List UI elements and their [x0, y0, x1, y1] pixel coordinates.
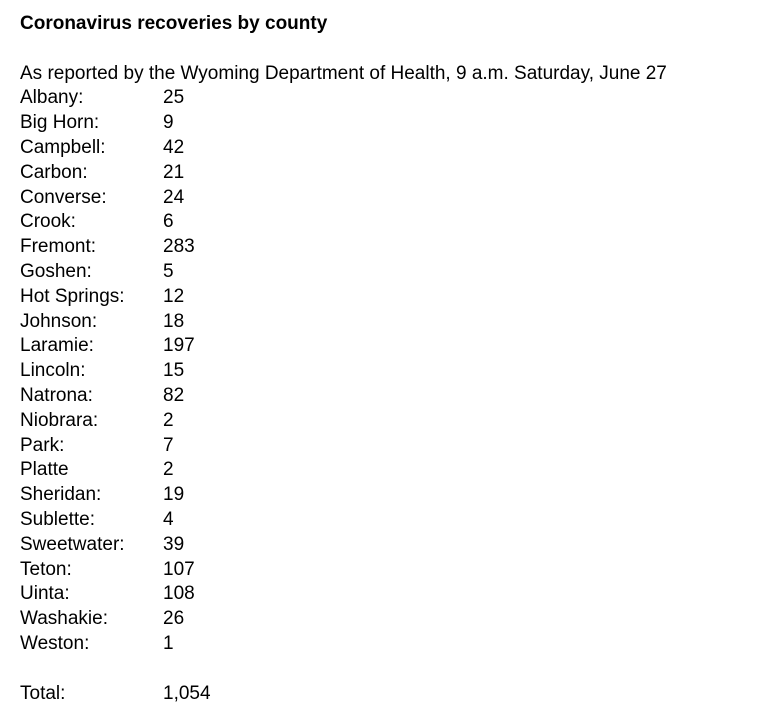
total-label: Total:: [20, 682, 66, 704]
county-name: Natrona:: [20, 384, 93, 406]
county-recoveries-count: 1: [163, 632, 174, 654]
county-recoveries-count: 21: [163, 161, 185, 183]
county-row: Campbell: 42: [20, 136, 768, 161]
county-name: Sweetwater:: [20, 533, 125, 555]
county-recoveries-count: 197: [163, 335, 195, 357]
county-name: Uinta:: [20, 583, 70, 605]
county-row: Big Horn: 9: [20, 111, 768, 136]
county-row: Niobrara: 2: [20, 409, 768, 434]
county-name: Fremont:: [20, 236, 97, 258]
county-row: Weston: 1: [20, 632, 768, 657]
county-name: Niobrara:: [20, 409, 99, 431]
county-row: Park: 7: [20, 434, 768, 459]
county-recoveries-count: 24: [163, 186, 185, 208]
county-recoveries-count: 26: [163, 608, 185, 630]
county-recoveries-count: 108: [163, 583, 195, 605]
blank-line: [20, 37, 768, 62]
county-row: Washakie: 26: [20, 607, 768, 632]
county-row: Converse: 24: [20, 186, 768, 211]
county-recoveries-count: 107: [163, 558, 195, 580]
county-name: Albany:: [20, 87, 84, 109]
county-recoveries-count: 5: [163, 260, 174, 282]
county-row: Goshen: 5: [20, 260, 768, 285]
county-name: Carbon:: [20, 161, 88, 183]
document-title: Coronavirus recoveries by county: [20, 13, 328, 34]
county-row: Laramie: 197: [20, 334, 768, 359]
county-name: Goshen:: [20, 260, 92, 282]
report-subtitle: As reported by the Wyoming Department of…: [20, 62, 667, 84]
total-recoveries-count: 1,054: [163, 682, 211, 704]
county-recoveries-count: 42: [163, 136, 185, 158]
county-row: Sheridan: 19: [20, 483, 768, 508]
county-recoveries-count: 39: [163, 533, 185, 555]
county-row: Hot Springs: 12: [20, 285, 768, 310]
county-name: Weston:: [20, 632, 90, 654]
county-recoveries-count: 82: [163, 384, 185, 406]
county-row: Teton: 107: [20, 558, 768, 583]
county-name: Johnson:: [20, 310, 98, 332]
county-recoveries-count: 9: [163, 112, 174, 134]
county-name: Park:: [20, 434, 65, 456]
county-row: Lincoln: 15: [20, 359, 768, 384]
county-name: Big Horn:: [20, 112, 100, 134]
county-name: Washakie:: [20, 608, 108, 630]
county-name: Teton:: [20, 558, 72, 580]
county-name: Hot Springs:: [20, 285, 125, 307]
county-recoveries-count: 4: [163, 508, 174, 530]
county-recoveries-count: 283: [163, 236, 195, 258]
county-recoveries-count: 19: [163, 484, 185, 506]
county-name: Platte: [20, 459, 69, 481]
blank-line: [20, 657, 768, 682]
county-recoveries-count: 6: [163, 211, 174, 233]
county-name: Sublette:: [20, 508, 95, 530]
county-recoveries-count: 2: [163, 459, 174, 481]
county-row: Crook: 6: [20, 210, 768, 235]
county-row: Johnson: 18: [20, 310, 768, 335]
county-recoveries-count: 7: [163, 434, 174, 456]
county-name: Campbell:: [20, 136, 106, 158]
total-row: Total: 1,054: [20, 682, 768, 707]
county-name: Laramie:: [20, 335, 94, 357]
county-recoveries-count: 18: [163, 310, 185, 332]
county-name: Lincoln:: [20, 360, 86, 382]
county-recoveries-count: 12: [163, 285, 185, 307]
county-recoveries-count: 15: [163, 360, 185, 382]
county-recoveries-count: 25: [163, 87, 185, 109]
county-row: Sweetwater: 39: [20, 533, 768, 558]
county-row: Albany: 25: [20, 86, 768, 111]
county-row: Sublette: 4: [20, 508, 768, 533]
county-row: Uinta: 108: [20, 582, 768, 607]
county-row: Platte 2: [20, 458, 768, 483]
county-name: Converse:: [20, 186, 107, 208]
county-row: Natrona: 82: [20, 384, 768, 409]
county-row: Carbon: 21: [20, 161, 768, 186]
county-row: Fremont: 283: [20, 235, 768, 260]
county-name: Sheridan:: [20, 484, 102, 506]
county-name: Crook:: [20, 211, 76, 233]
county-recoveries-count: 2: [163, 409, 174, 431]
county-list: Albany: 25 Big Horn: 9 Campbell: 42 Carb…: [20, 86, 768, 656]
